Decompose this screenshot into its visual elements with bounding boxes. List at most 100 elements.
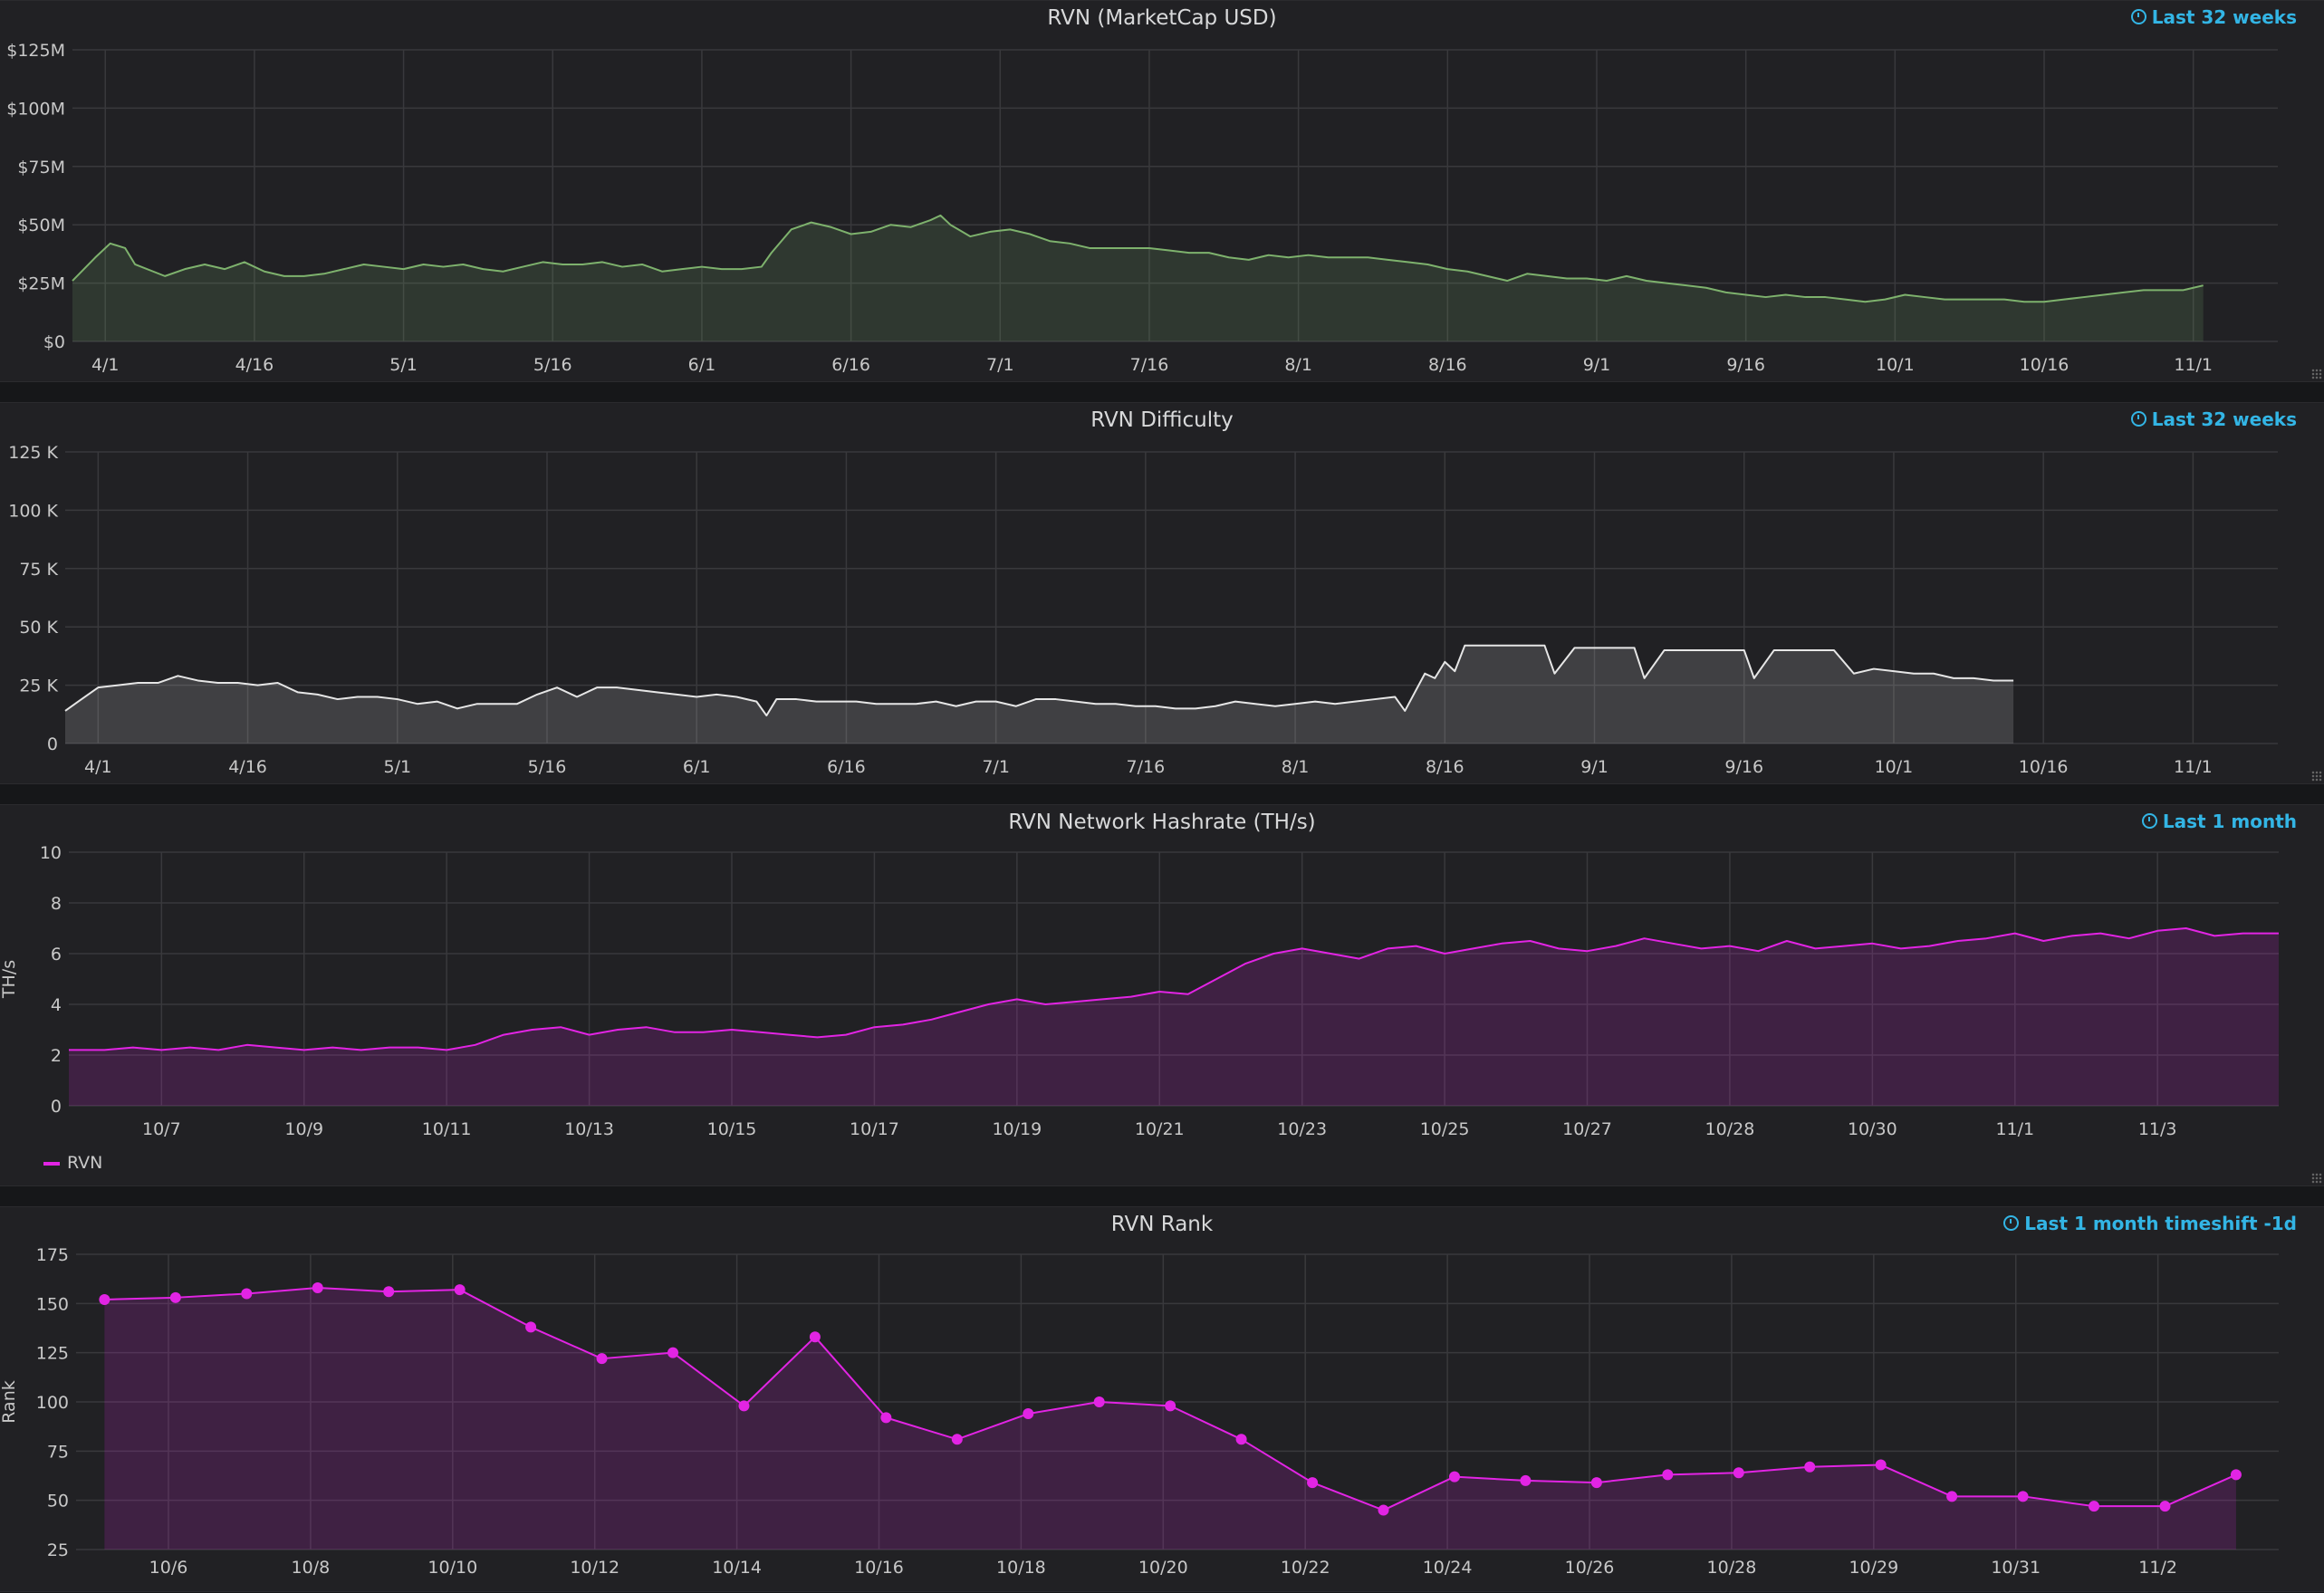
y-tick-label: $100M bbox=[6, 99, 65, 119]
x-tick-label: 10/20 bbox=[1138, 1558, 1188, 1578]
x-tick-label: 10/1 bbox=[1876, 355, 1915, 375]
x-tick-label: 10/25 bbox=[1420, 1119, 1470, 1139]
x-tick-label: 10/13 bbox=[564, 1119, 614, 1139]
data-point bbox=[667, 1347, 678, 1358]
data-point bbox=[1023, 1408, 1034, 1420]
data-point bbox=[1093, 1396, 1105, 1407]
x-tick-label: 10/10 bbox=[427, 1558, 477, 1578]
x-tick-label: 9/1 bbox=[1580, 757, 1609, 777]
series-area bbox=[104, 1287, 2236, 1550]
y-tick-label: 50 bbox=[47, 1492, 69, 1511]
y-tick-label: $125M bbox=[6, 41, 65, 61]
time-range[interactable]: Last 32 weeks bbox=[2130, 6, 2297, 28]
x-tick-label: 10/22 bbox=[1281, 1558, 1330, 1578]
x-tick-label: 5/16 bbox=[533, 355, 572, 375]
x-tick-label: 10/21 bbox=[1135, 1119, 1185, 1139]
clock-icon bbox=[2130, 411, 2146, 427]
x-tick-label: 10/19 bbox=[992, 1119, 1042, 1139]
panel-title[interactable]: RVN Difficulty bbox=[1090, 408, 1234, 432]
x-tick-label: 9/16 bbox=[1724, 757, 1763, 777]
x-tick-label: 10/16 bbox=[2019, 757, 2069, 777]
data-point bbox=[1804, 1461, 1816, 1473]
x-tick-label: 5/1 bbox=[389, 355, 418, 375]
x-tick-label: 10/27 bbox=[1562, 1119, 1612, 1139]
resize-handle[interactable] bbox=[2311, 369, 2322, 379]
x-tick-label: 10/9 bbox=[284, 1119, 323, 1139]
data-point bbox=[99, 1293, 110, 1305]
y-tick-label: 4 bbox=[51, 995, 62, 1015]
x-tick-label: 8/16 bbox=[1428, 355, 1467, 375]
x-tick-label: 8/1 bbox=[1282, 757, 1310, 777]
x-tick-label: 5/16 bbox=[528, 757, 567, 777]
rank-panel: 25 50 75 100 125 150 175 10/6 10/8 10/10 10/12 10/1… bbox=[0, 1206, 2324, 1592]
data-point bbox=[1235, 1434, 1247, 1445]
data-point bbox=[241, 1288, 253, 1300]
x-tick-label: 6/1 bbox=[688, 355, 716, 375]
time-range[interactable]: Last 1 month timeshift -1d bbox=[2003, 1213, 2297, 1234]
data-point bbox=[383, 1286, 395, 1298]
x-tick-label: 10/26 bbox=[1565, 1558, 1615, 1578]
marketcap-panel: $0 $25M $50M $75M $100M $125M 4/1 4/16 5/1 5/16 6/… bbox=[0, 0, 2324, 382]
resize-handle[interactable] bbox=[2311, 1173, 2322, 1184]
y-axis-title: Rank bbox=[0, 1380, 19, 1423]
resize-handle[interactable] bbox=[2311, 771, 2322, 782]
y-tick-label: 6 bbox=[51, 945, 62, 964]
x-tick-label: 11/1 bbox=[2174, 355, 2213, 375]
panel-title[interactable]: RVN Network Hashrate (TH/s) bbox=[1008, 811, 1316, 834]
data-point bbox=[2017, 1491, 2029, 1502]
x-tick-label: 10/29 bbox=[1849, 1558, 1898, 1578]
clock-icon bbox=[2130, 9, 2146, 24]
y-tick-label: 10 bbox=[40, 843, 62, 863]
panel-title[interactable]: RVN (MarketCap USD) bbox=[1047, 6, 1277, 30]
time-range[interactable]: Last 32 weeks bbox=[2130, 408, 2297, 430]
x-tick-label: 10/30 bbox=[1848, 1119, 1897, 1139]
y-tick-label: 25 K bbox=[19, 677, 58, 696]
y-axis-title: TH/s bbox=[0, 960, 19, 999]
panel-title[interactable]: RVN Rank bbox=[1110, 1213, 1214, 1236]
x-tick-label: 10/16 bbox=[854, 1558, 904, 1578]
data-point bbox=[596, 1353, 608, 1365]
x-tick-label: 6/1 bbox=[683, 757, 711, 777]
data-point bbox=[1733, 1467, 1744, 1479]
data-point bbox=[525, 1321, 537, 1333]
series-area bbox=[65, 645, 2014, 744]
difficulty-panel: 0 25 K 50 K 75 K 100 K 125 K 4/1 4/16 5/1 5/16 6/1… bbox=[0, 402, 2324, 784]
y-tick-label: 175 bbox=[36, 1245, 69, 1265]
y-tick-label: $25M bbox=[17, 274, 65, 294]
data-point bbox=[880, 1412, 892, 1424]
x-tick-label: 5/1 bbox=[383, 757, 411, 777]
data-point bbox=[454, 1284, 466, 1296]
series-line bbox=[72, 214, 2204, 303]
x-tick-label: 11/1 bbox=[1995, 1119, 2034, 1139]
marketcap-chart: $0 $25M $50M $75M $100M $125M 4/1 4/16 5/1 5/16 6/… bbox=[6, 41, 2278, 375]
hashrate-panel: 0 2 4 6 8 10 10/7 10/9 10/11 10/13 10/15 10/17 10/19… bbox=[0, 804, 2324, 1186]
x-tick-label: 10/18 bbox=[996, 1558, 1046, 1578]
x-tick-label: 10/15 bbox=[707, 1119, 757, 1139]
x-tick-label: 10/1 bbox=[1875, 757, 1914, 777]
y-tick-label: 75 K bbox=[19, 560, 58, 580]
data-point bbox=[1875, 1459, 1887, 1471]
data-point bbox=[2230, 1469, 2242, 1481]
data-point bbox=[1662, 1469, 1674, 1481]
legend-label: RVN bbox=[67, 1153, 103, 1173]
y-tick-label: 100 K bbox=[8, 501, 58, 521]
legend[interactable]: RVN bbox=[43, 1153, 102, 1173]
x-tick-label: 4/16 bbox=[235, 355, 274, 375]
y-tick-label: 75 bbox=[47, 1442, 69, 1462]
x-tick-label: 10/11 bbox=[422, 1119, 472, 1139]
y-tick-label: 25 bbox=[47, 1540, 69, 1560]
x-tick-label: 10/7 bbox=[142, 1119, 181, 1139]
time-range[interactable]: Last 1 month bbox=[2141, 811, 2297, 832]
difficulty-chart: 0 25 K 50 K 75 K 100 K 125 K 4/1 4/16 5/1 5/16 6/1… bbox=[8, 443, 2278, 777]
y-tick-label: $75M bbox=[17, 158, 65, 178]
data-point bbox=[1378, 1504, 1389, 1516]
legend-swatch bbox=[43, 1161, 60, 1166]
x-tick-label: 10/24 bbox=[1423, 1558, 1473, 1578]
time-range-label: Last 32 weeks bbox=[2151, 6, 2297, 28]
y-tick-label: 125 K bbox=[8, 443, 58, 463]
y-tick-label: 0 bbox=[51, 1097, 62, 1117]
data-point bbox=[2159, 1501, 2171, 1512]
clock-icon bbox=[2003, 1215, 2020, 1231]
x-tick-label: 10/28 bbox=[1707, 1558, 1757, 1578]
data-point bbox=[2089, 1501, 2100, 1512]
